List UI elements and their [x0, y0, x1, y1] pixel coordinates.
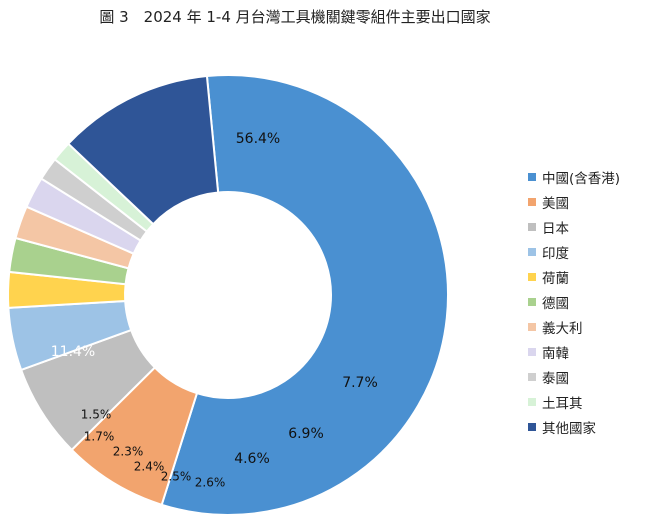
- data-label-日本: 6.9%: [288, 426, 324, 442]
- legend-item-泰國: 泰國: [528, 364, 620, 389]
- data-label-其他國家: 11.4%: [51, 344, 95, 360]
- legend-label: 泰國: [542, 370, 569, 387]
- data-label-泰國: 1.7%: [84, 430, 115, 444]
- data-label-中國-含香港-: 56.4%: [236, 131, 280, 147]
- legend-item-土耳其: 土耳其: [528, 389, 620, 414]
- legend-swatch: [528, 422, 536, 431]
- legend-label: 其他國家: [542, 420, 596, 437]
- legend-label: 印度: [542, 245, 569, 262]
- legend-swatch: [528, 197, 536, 206]
- legend-item-其他國家: 其他國家: [528, 414, 620, 439]
- legend-label: 南韓: [542, 345, 569, 362]
- data-label-義大利: 2.4%: [134, 460, 165, 474]
- legend-item-荷蘭: 荷蘭: [528, 264, 620, 289]
- legend-label: 日本: [542, 220, 569, 237]
- data-label-德國: 2.5%: [161, 470, 192, 484]
- legend-item-義大利: 義大利: [528, 314, 620, 339]
- data-label-土耳其: 1.5%: [81, 408, 112, 422]
- chart-title: 圖 3 2024 年 1-4 月台灣工具機關鍵零組件主要出口國家: [99, 8, 491, 26]
- data-label-印度: 4.6%: [234, 451, 270, 467]
- legend-item-美國: 美國: [528, 189, 620, 214]
- legend: 中國(含香港) 美國日本印度荷蘭德國義大利南韓泰國土耳其其他國家: [528, 164, 620, 439]
- legend-item-德國: 德國: [528, 289, 620, 314]
- legend-swatch: [528, 247, 536, 256]
- data-label-荷蘭: 2.6%: [195, 476, 226, 490]
- legend-swatch: [528, 172, 536, 181]
- legend-label: 德國: [542, 295, 569, 312]
- legend-label: 中國(含香港): [542, 170, 621, 187]
- legend-swatch: [528, 297, 536, 306]
- legend-item-中國-含香港-: 中國(含香港): [528, 164, 620, 189]
- slice-其他國家: [66, 74, 220, 226]
- legend-swatch: [528, 272, 536, 281]
- legend-label: 義大利: [542, 320, 583, 337]
- legend-label: 荷蘭: [542, 270, 569, 287]
- legend-swatch: [528, 372, 536, 381]
- legend-swatch: [528, 397, 536, 406]
- legend-label: 美國: [542, 195, 569, 212]
- legend-item-南韓: 南韓: [528, 339, 620, 364]
- legend-item-印度: 印度: [528, 239, 620, 264]
- legend-swatch: [528, 322, 536, 331]
- legend-swatch: [528, 222, 536, 231]
- slice-中國-含香港-: [160, 74, 449, 516]
- data-label-南韓: 2.3%: [113, 445, 144, 459]
- legend-label: 土耳其: [542, 395, 583, 412]
- data-label-美國: 7.7%: [342, 375, 378, 391]
- legend-item-日本: 日本: [528, 214, 620, 239]
- legend-swatch: [528, 347, 536, 356]
